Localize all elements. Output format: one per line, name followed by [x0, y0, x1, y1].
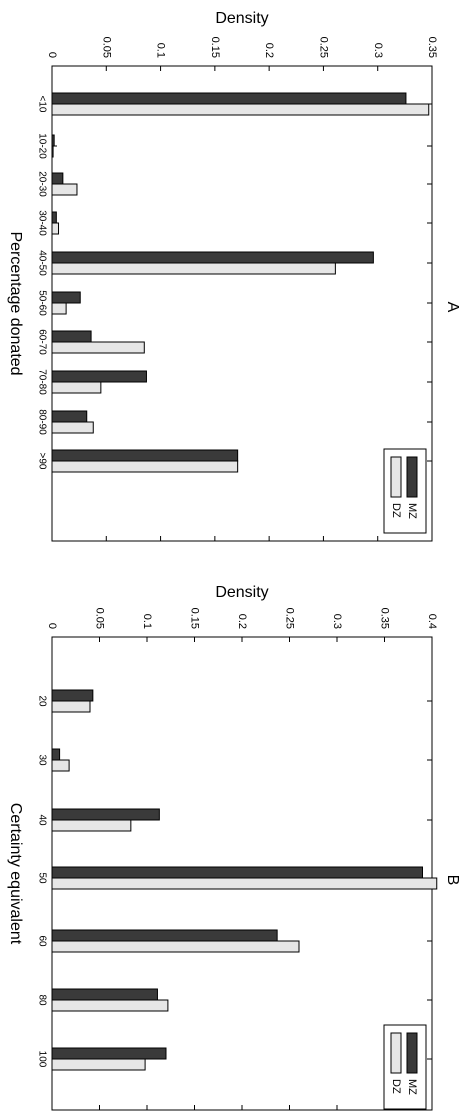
- legend-label-mz: MZ: [406, 1079, 418, 1095]
- x-tick-label: 40: [36, 814, 47, 826]
- bar-mz: [51, 1047, 167, 1060]
- legend-box: [383, 1024, 427, 1110]
- x-tick-label: 50: [36, 872, 47, 884]
- y-tick-label: 0.25: [318, 37, 330, 58]
- y-tick-label: 0.2: [263, 43, 275, 58]
- legend-label-dz: DZ: [390, 503, 402, 518]
- bar-dz: [51, 940, 300, 953]
- bar-mz: [51, 291, 81, 304]
- bar-mz: [51, 370, 147, 383]
- panel-a-chart: 0 0.05 0.1 0.15 0.2 0.25 0.3 0.35 Density Percent…: [7, 10, 461, 542]
- y-tick-label: 0.1: [155, 43, 167, 58]
- y-axis-label: Density: [215, 584, 268, 601]
- bar-mz: [51, 748, 61, 761]
- legend-swatch-mz: [406, 456, 418, 498]
- y-tick-label: 0.1: [141, 614, 153, 629]
- x-axis-label: Certainty equivalent: [7, 803, 24, 945]
- bar-dz: [51, 183, 78, 196]
- legend-label-mz: MZ: [406, 503, 418, 519]
- bar-dz: [51, 421, 94, 434]
- bar-mz: [51, 251, 374, 264]
- panel-label: B: [444, 875, 461, 886]
- y-tick-label: 0: [46, 52, 58, 58]
- bar-dz: [51, 262, 336, 275]
- bar-dz: [51, 759, 70, 772]
- y-tick-label: 0.4: [426, 614, 438, 629]
- x-tick-label: 30-40: [36, 210, 47, 236]
- bar-dz: [51, 700, 91, 713]
- x-tick-label: <10: [36, 96, 47, 113]
- x-tick-label: 40-50: [36, 250, 47, 276]
- bar-dz: [51, 381, 102, 394]
- bar-dz: [51, 1058, 146, 1071]
- bar-dz: [51, 145, 54, 158]
- legend-box: [383, 448, 427, 534]
- x-tick-label: 60-70: [36, 329, 47, 355]
- bar-mz: [51, 211, 57, 224]
- bar-mz: [51, 808, 160, 821]
- legend-swatch-dz: [390, 1032, 402, 1074]
- y-tick-label: 0.35: [426, 37, 438, 58]
- bar-dz: [51, 819, 132, 832]
- bar-mz: [51, 92, 407, 105]
- y-tick-label: 0.3: [331, 614, 343, 629]
- x-tick-label: 70-80: [36, 369, 47, 395]
- legend-swatch-dz: [390, 456, 402, 498]
- x-tick-label: 80-90: [36, 409, 47, 435]
- y-tick-label: 0.25: [284, 608, 296, 629]
- bar-dz: [51, 460, 239, 473]
- y-tick-label: 0.2: [236, 614, 248, 629]
- x-tick-label: >90: [36, 453, 47, 470]
- x-tick-label: 50-60: [36, 290, 47, 316]
- bar-dz: [51, 302, 67, 315]
- x-axis-label: Percentage donated: [7, 231, 24, 375]
- y-tick-label: 0.15: [209, 37, 221, 58]
- x-tick-label: 10-20: [36, 133, 47, 159]
- panel-b-chart: 0 0.05 0.1 0.15 0.2 0.25 0.3 0.35 0.4 Density Cert…: [7, 584, 461, 1111]
- bar-mz: [51, 172, 64, 185]
- x-tick-label: 20: [36, 695, 47, 707]
- bar-dz: [51, 341, 145, 354]
- x-tick-label: 60: [36, 935, 47, 947]
- x-tick-label: 100: [36, 1051, 47, 1068]
- bar-mz: [51, 929, 278, 942]
- y-tick-label: 0.05: [100, 37, 112, 58]
- y-axis-label: Density: [215, 10, 268, 27]
- x-tick-label: 30: [36, 754, 47, 766]
- bar-mz: [51, 449, 239, 462]
- x-tick-label: 20-30: [36, 171, 47, 197]
- bar-mz: [51, 988, 158, 1001]
- y-tick-label: 0: [46, 623, 58, 629]
- legend-label-dz: DZ: [390, 1079, 402, 1094]
- bar-dz: [51, 103, 430, 116]
- bar-mz: [51, 866, 423, 879]
- bar-dz: [51, 999, 169, 1012]
- bar-mz: [51, 330, 92, 343]
- bar-mz: [51, 134, 55, 147]
- bar-mz: [51, 689, 94, 702]
- y-tick-label: 0.3: [372, 43, 384, 58]
- y-tick-label: 0.35: [379, 608, 391, 629]
- bar-mz: [51, 410, 88, 423]
- bar-dz: [51, 222, 60, 235]
- y-tick-label: 0.15: [189, 608, 201, 629]
- x-tick-label: 80: [36, 994, 47, 1006]
- bar-dz: [51, 877, 438, 890]
- y-tick-label: 0.05: [94, 608, 106, 629]
- legend-swatch-mz: [406, 1032, 418, 1074]
- panel-label: A: [444, 302, 461, 313]
